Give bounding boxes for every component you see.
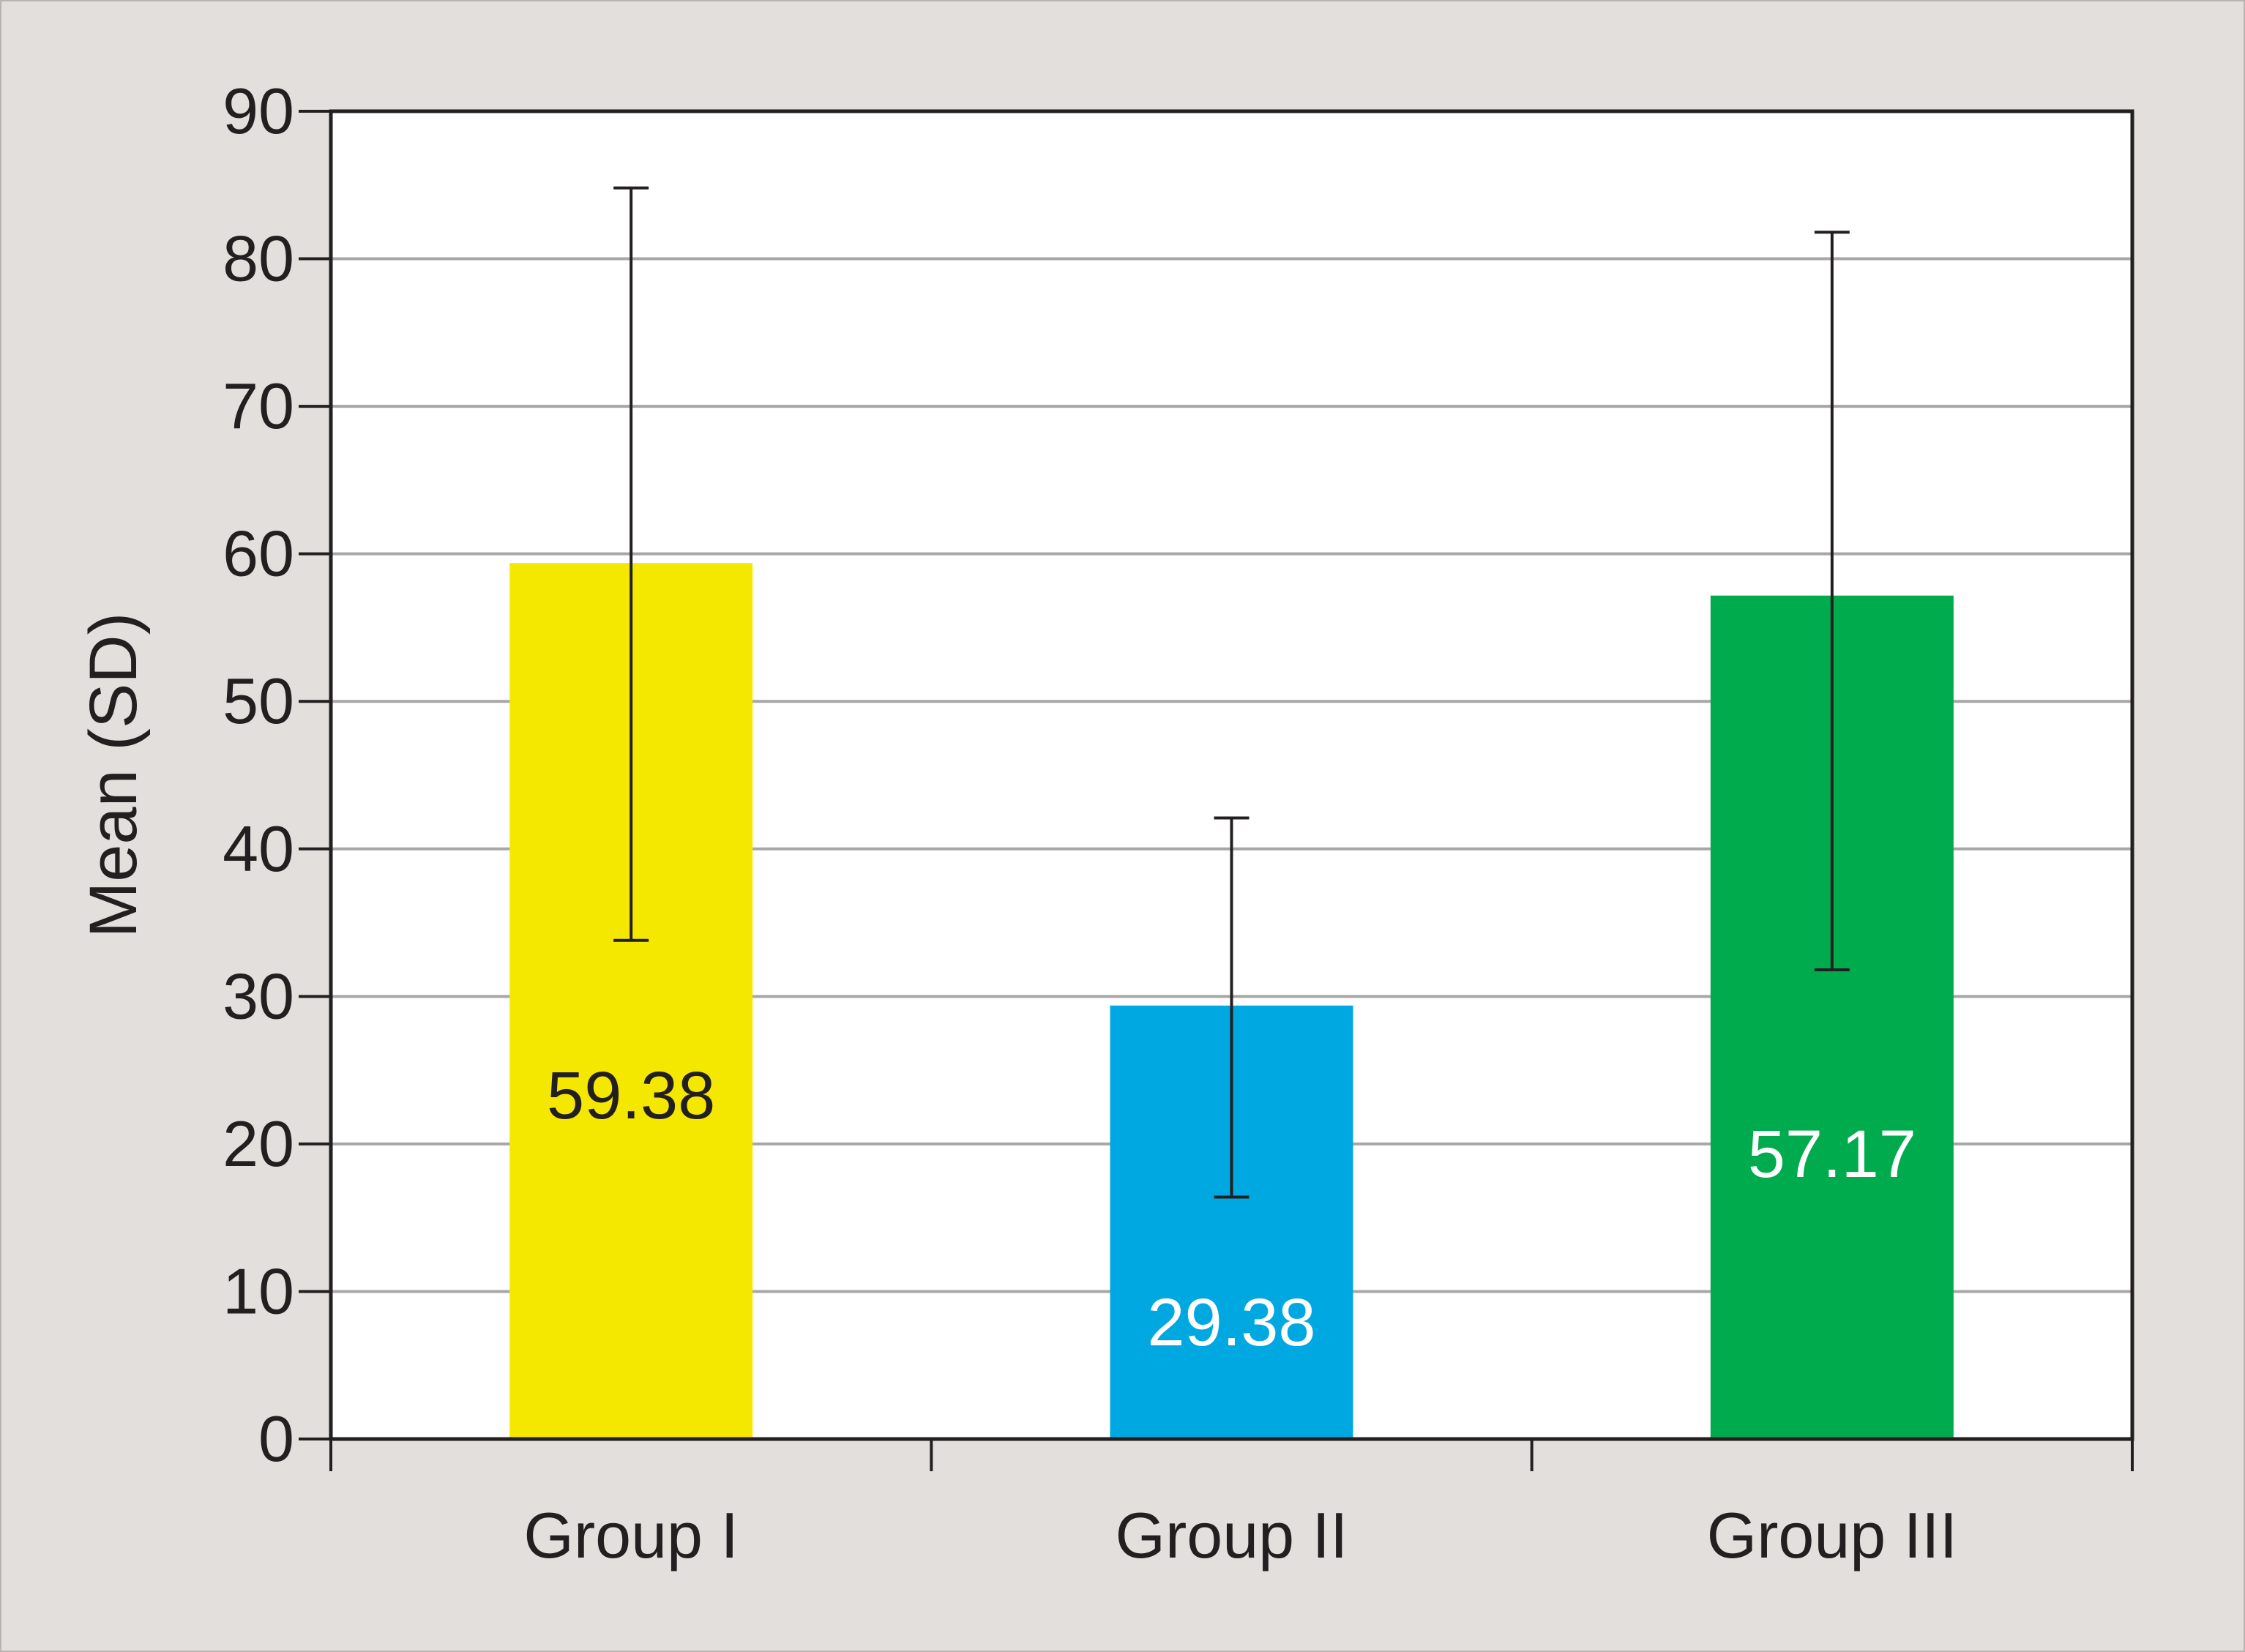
- data-label: 57.17: [1748, 1117, 1916, 1192]
- data-label: 59.38: [547, 1058, 715, 1133]
- y-tick-label: 20: [223, 1107, 294, 1180]
- y-axis-label: Mean (SD): [76, 613, 151, 938]
- x-tick-label: Group III: [1707, 1499, 1957, 1571]
- x-tick-label: Group I: [523, 1499, 738, 1571]
- y-tick-label: 60: [223, 517, 294, 590]
- y-tick-label: 10: [223, 1255, 294, 1327]
- x-tick-label: Group II: [1116, 1499, 1348, 1571]
- data-label: 29.38: [1147, 1285, 1315, 1360]
- y-tick-label: 0: [258, 1402, 294, 1475]
- error-bars: [613, 186, 1850, 1199]
- labels: 0 10 20 30 40 50 60 70 80 90 59.38 Group I 29.38 Grou…: [223, 75, 1957, 1571]
- y-tick-label: 50: [223, 665, 294, 737]
- axes: [299, 109, 2134, 1471]
- y-tick-label: 80: [223, 223, 294, 295]
- y-tick-label: 90: [223, 75, 294, 147]
- y-tick-label: 70: [223, 370, 294, 442]
- y-tick-label: 40: [223, 812, 294, 885]
- y-tick-label: 30: [223, 960, 294, 1032]
- plot-border: [329, 109, 2134, 1441]
